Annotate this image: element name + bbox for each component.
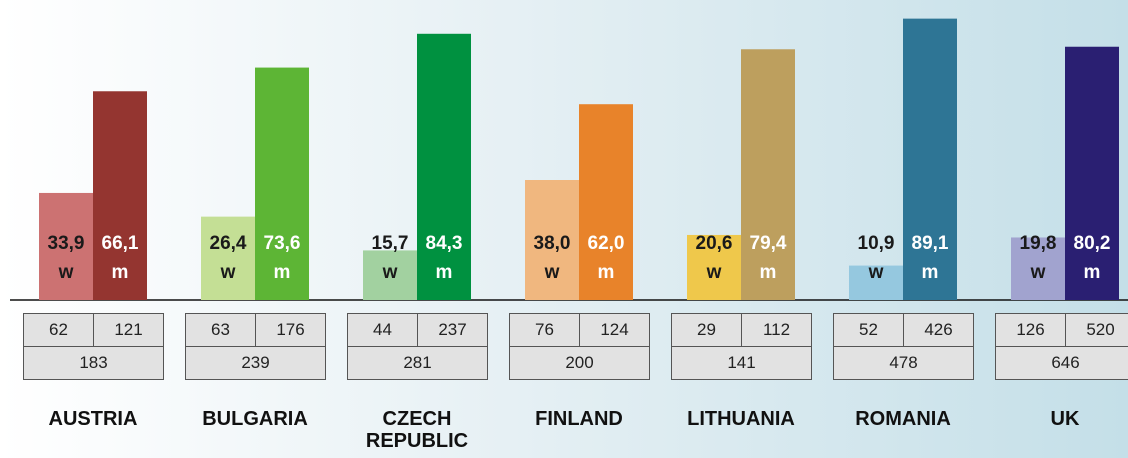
bar: [363, 250, 417, 300]
bar: [1065, 46, 1119, 300]
bar: [687, 234, 741, 300]
bar: [525, 180, 579, 300]
count-w: 76: [509, 313, 580, 347]
count-total: 646: [995, 346, 1128, 380]
count-m: 124: [579, 313, 650, 347]
series-label: m: [922, 262, 939, 283]
bar: [1011, 237, 1065, 300]
count-m: 426: [903, 313, 974, 347]
bar: [849, 265, 903, 300]
series-label: w: [868, 262, 884, 283]
series-label: m: [274, 262, 291, 283]
series-label: m: [1084, 262, 1101, 283]
count-total: 239: [185, 346, 326, 380]
series-label: w: [220, 262, 236, 283]
bar: [903, 18, 957, 300]
series-label: w: [706, 262, 722, 283]
value-label: 80,2: [1074, 233, 1111, 254]
count-w: 62: [23, 313, 94, 347]
value-label: 89,1: [912, 233, 949, 254]
bar: [741, 49, 795, 301]
value-label: 84,3: [426, 233, 463, 254]
bar: [417, 33, 471, 300]
series-label: w: [544, 262, 560, 283]
value-label: 66,1: [102, 233, 139, 254]
count-total: 183: [23, 346, 164, 380]
count-w: 44: [347, 313, 418, 347]
count-w: 52: [833, 313, 904, 347]
value-label: 15,7: [372, 233, 409, 254]
count-m: 520: [1065, 313, 1128, 347]
value-label: 38,0: [534, 233, 571, 254]
category-label: FINLAND: [535, 408, 623, 430]
count-w: 63: [185, 313, 256, 347]
value-label: 79,4: [750, 233, 787, 254]
series-label: m: [598, 262, 615, 283]
series-label: w: [1030, 262, 1046, 283]
series-label: w: [382, 262, 398, 283]
series-label: m: [760, 262, 777, 283]
bar: [201, 216, 255, 300]
category-label: AUSTRIA: [48, 408, 138, 430]
value-label: 20,6: [696, 233, 733, 254]
count-total: 200: [509, 346, 650, 380]
category-label: BULGARIA: [202, 408, 308, 430]
category-label: LITHUANIA: [687, 408, 795, 430]
bar: [579, 104, 633, 300]
value-label: 73,6: [264, 233, 301, 254]
category-label: CZECH REPUBLIC: [365, 408, 469, 452]
count-w: 126: [995, 313, 1066, 347]
series-label: m: [436, 262, 453, 283]
count-total: 281: [347, 346, 488, 380]
value-label: 26,4: [210, 233, 247, 254]
category-label: ROMANIA: [855, 408, 951, 430]
value-label: 19,8: [1020, 233, 1057, 254]
series-label: m: [112, 262, 129, 283]
bar: [93, 91, 147, 301]
bar: [39, 192, 93, 300]
bar: [255, 67, 309, 300]
count-m: 121: [93, 313, 164, 347]
value-label: 33,9: [48, 233, 85, 254]
count-total: 478: [833, 346, 974, 380]
count-m: 237: [417, 313, 488, 347]
count-m: 176: [255, 313, 326, 347]
count-w: 29: [671, 313, 742, 347]
count-total: 141: [671, 346, 812, 380]
value-label: 62,0: [588, 233, 625, 254]
value-label: 10,9: [858, 233, 895, 254]
count-m: 112: [741, 313, 812, 347]
series-label: w: [58, 262, 74, 283]
category-label: UK: [1050, 408, 1080, 430]
